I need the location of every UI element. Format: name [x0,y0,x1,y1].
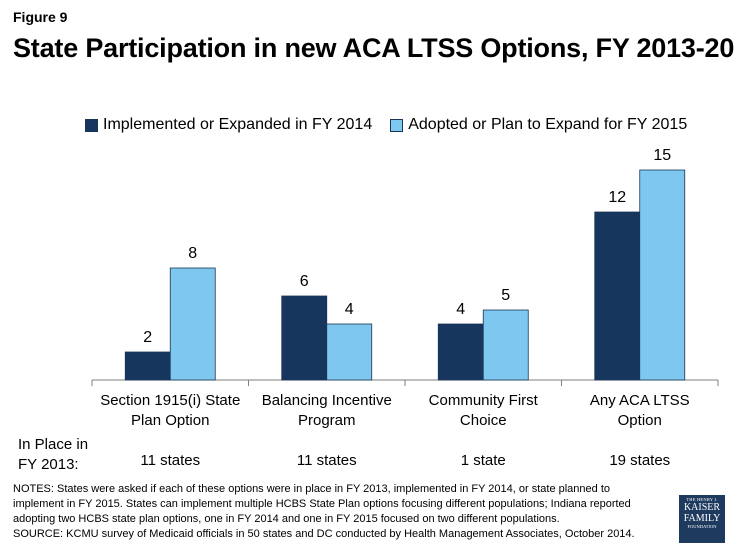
figure-label: Figure 9 [13,9,68,25]
logo-line-4: FOUNDATION [687,524,717,529]
bar-series-1 [281,295,328,381]
legend-swatch-series-2 [390,118,404,132]
x-tick-label-line: Community First [428,392,538,409]
x-tick-label-line: Choice [459,412,507,429]
bar-series-2 [169,267,216,381]
chart-legend: Implemented or Expanded in FY 2014 Adopt… [85,116,705,134]
x-tick-label-line: Any ACA LTSS [589,392,690,409]
data-label-series-2: 8 [188,245,197,262]
x-tick-label: Section 1915(i) State Plan Option [95,391,245,431]
data-label-series-1: 12 [608,189,626,206]
data-label-series-1: 2 [143,329,152,346]
x-tick-label: Balancing Incentive Program [252,391,402,431]
kff-logo: THE HENRY J. KAISER FAMILY FOUNDATION [679,495,725,543]
legend-item-series-1: Implemented or Expanded in FY 2014 [85,116,372,134]
bar-series-1 [437,323,484,381]
x-tick-label-line: Plan Option [131,412,210,429]
in-place-value: 11 states [140,452,201,469]
x-tick-label-line: Program [297,412,356,429]
in-place-label-line-2: FY 2013: [18,456,79,473]
logo-line-1: THE HENRY J. [686,497,718,502]
data-label-series-1: 6 [300,273,309,290]
in-place-label: In Place in FY 2013: [18,435,88,475]
legend-label-series-1: Implemented or Expanded in FY 2014 [103,116,373,133]
data-label-series-2: 5 [501,287,510,304]
x-tick-label-line: Section 1915(i) State [100,392,241,409]
legend-item-series-2: Adopted or Plan to Expand for FY 2015 [390,116,687,134]
in-place-label-line-1: In Place in [18,436,89,453]
notes-line-3: adopting two HCBS state plan options, on… [13,513,560,525]
logo-line-3: FAMILY [683,513,721,524]
in-place-value: 19 states [609,452,671,469]
chart-title: State Participation in new ACA LTSS Opti… [13,33,735,63]
bar-series-2 [639,169,686,381]
notes-line-4: SOURCE: KCMU survey of Medicaid official… [13,528,635,540]
bar-series-1 [124,351,171,381]
x-tick-label: Any ACA LTSS Option [565,391,715,431]
legend-swatch-series-1 [85,118,98,132]
notes-line-2: implement in FY 2015. States can impleme… [13,498,631,510]
bar-series-2 [326,323,373,381]
data-label-series-1: 4 [456,301,465,318]
x-tick-label-line: Option [617,412,662,429]
bar-series-2 [482,309,529,381]
logo-line-2: KAISER [683,502,721,513]
notes-line-1: NOTES: States were asked if each of thes… [13,483,610,495]
in-place-value: 1 state [460,452,506,469]
data-label-series-2: 4 [345,301,354,318]
bar-series-1 [594,211,641,381]
x-tick-label-line: Balancing Incentive [261,392,392,409]
legend-label-series-2: Adopted or Plan to Expand for FY 2015 [408,116,688,133]
data-label-series-2: 15 [653,147,671,164]
chart-notes: NOTES: States were asked if each of thes… [13,482,653,542]
in-place-value: 11 states [296,452,357,469]
x-tick-label: Community First Choice [408,391,558,431]
